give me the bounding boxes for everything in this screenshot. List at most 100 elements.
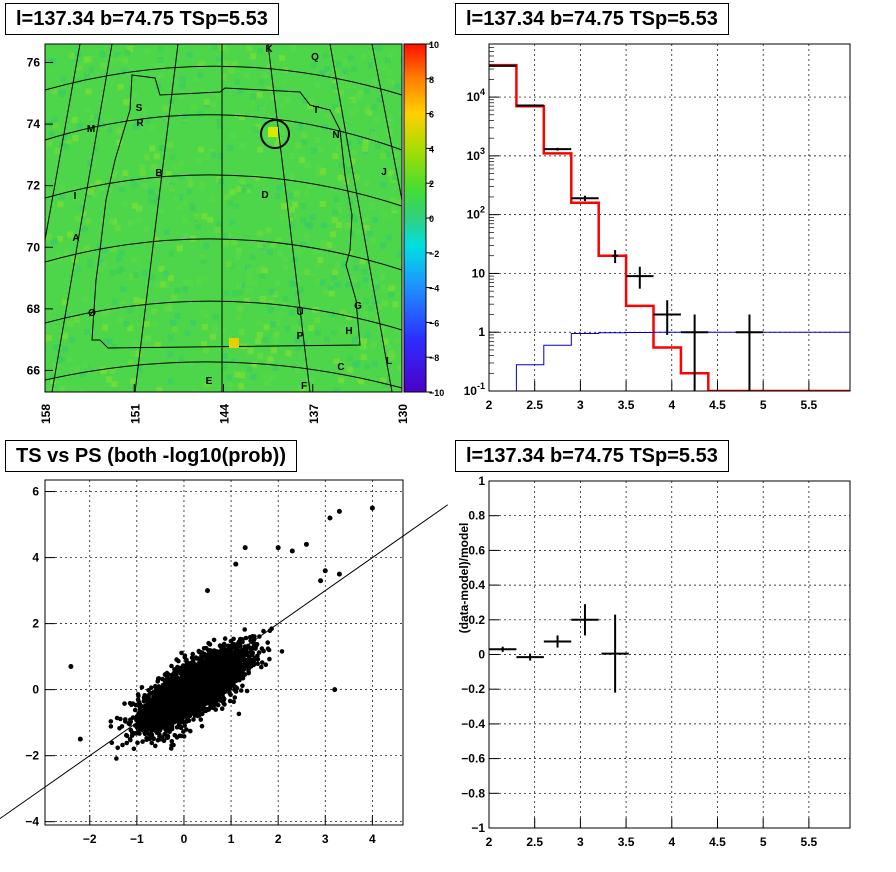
scatter-point	[176, 714, 181, 719]
scatter-point	[152, 719, 157, 725]
scatter-point	[185, 668, 190, 674]
residual-xtick-label: 3	[577, 835, 584, 849]
data-point	[653, 300, 681, 335]
scatter-point	[171, 679, 176, 685]
scatter-point	[189, 655, 195, 660]
scatter-point	[228, 662, 233, 668]
scatter-point	[191, 684, 197, 689]
residual-xtick-label: 2.5	[526, 835, 543, 849]
scatter-point	[211, 637, 217, 643]
scatter-point	[229, 672, 234, 678]
scatter-point	[265, 640, 271, 645]
scatter-point	[190, 651, 195, 657]
scatter-point	[232, 695, 238, 700]
scatter-point	[182, 681, 188, 687]
spectrum-series	[489, 63, 850, 391]
spectrum-xtick-label: 3	[577, 398, 584, 412]
scatter-point	[226, 669, 231, 674]
scatter-point	[336, 571, 342, 577]
scatter-point	[172, 702, 177, 708]
residual-ytick-label: −0.6	[461, 752, 485, 766]
colorbar-tick-label: 6	[429, 110, 434, 120]
scatter-point	[126, 721, 131, 726]
scatter-point	[227, 698, 233, 704]
scatter-point	[168, 746, 174, 751]
scatter-point	[178, 725, 184, 731]
source-marker-circle	[260, 119, 290, 149]
residual-point	[543, 635, 572, 648]
residual-xtick-label: 5	[760, 835, 767, 849]
scatter-point	[221, 643, 226, 648]
scatter-point	[255, 661, 260, 666]
scatter-point	[177, 665, 183, 671]
scatter-point	[172, 733, 178, 738]
colorbar-tick-label: 10	[429, 40, 439, 50]
colorbar-tick-label: 0	[429, 214, 434, 224]
scatter-xtick-label: −2	[83, 832, 97, 846]
scatter-point	[219, 648, 225, 653]
residual-ytick-label: −0.2	[461, 682, 485, 696]
residual-panel: 2 2.5 3 3.5 4 4.5 5 5.5 −1 −0.8 −0.6 −0.4 −0.2 0 0.2 0.…	[457, 474, 851, 849]
residual-point	[489, 646, 517, 652]
scatter-ytick-label: 6	[32, 485, 39, 499]
scatter-point	[197, 659, 202, 664]
scatter-point	[123, 719, 128, 724]
skymap-ytick-label: 74	[27, 117, 41, 131]
scatter-point	[247, 658, 252, 664]
scatter-point	[244, 688, 250, 694]
scatter-point	[157, 712, 163, 718]
scatter-point	[241, 667, 247, 672]
scatter-point	[223, 672, 229, 677]
region-label: J	[381, 167, 387, 178]
scatter-point	[228, 692, 233, 697]
scatter-point	[189, 664, 194, 670]
scatter-point	[129, 733, 135, 738]
skymap-ytick-label: 70	[27, 240, 41, 254]
spectrum-xtick-label: 4.5	[709, 398, 726, 412]
colorbar-tick-label: −10	[429, 388, 444, 398]
region-label: B	[155, 168, 162, 179]
scatter-point	[68, 664, 74, 670]
scatter-point	[267, 628, 273, 633]
scatter-point	[275, 545, 281, 551]
scatter-point	[135, 740, 140, 746]
region-label: M	[87, 124, 95, 135]
scatter-xtick-label: 4	[369, 832, 376, 846]
scatter-point	[152, 728, 158, 733]
scatter-point	[279, 649, 285, 654]
scatter-point	[164, 735, 169, 740]
scatter-point	[318, 578, 324, 584]
scatter-point	[165, 685, 170, 691]
scatter-point	[193, 678, 198, 683]
data-point	[543, 147, 572, 151]
region-label: D	[261, 190, 268, 201]
skymap-xtick-label: 158	[39, 404, 53, 424]
scatter-point	[158, 700, 163, 705]
scatter-point	[198, 699, 204, 704]
scatter-point	[263, 662, 269, 667]
data-point	[612, 250, 618, 264]
scatter-point	[115, 745, 120, 751]
residual-point	[571, 604, 599, 636]
scatter-point	[231, 669, 237, 674]
scatter-point	[219, 706, 225, 711]
scatter-point	[164, 675, 170, 681]
spectrum-xtick-label: 4	[668, 398, 675, 412]
scatter-point	[261, 628, 266, 634]
spectrum-ytick-label: 1	[478, 325, 485, 339]
skymap-xtick-label: 137	[307, 404, 321, 424]
skymap-ytick-label: 66	[27, 363, 41, 377]
scatter-point	[108, 719, 114, 724]
scatter-point	[235, 672, 240, 678]
scatter-frame	[44, 479, 404, 826]
region-label: S	[136, 103, 143, 114]
scatter-point	[172, 667, 177, 672]
spectrum-title: l=137.34 b=74.75 TSp=5.53	[455, 3, 729, 35]
scatter-axes: −2 −1 0 1 2 3 4 −4 −2 0 2 4 6	[25, 485, 376, 846]
scatter-point	[122, 701, 127, 706]
scatter-point	[133, 702, 139, 708]
data-point	[680, 314, 709, 391]
scatter-point	[153, 743, 158, 749]
